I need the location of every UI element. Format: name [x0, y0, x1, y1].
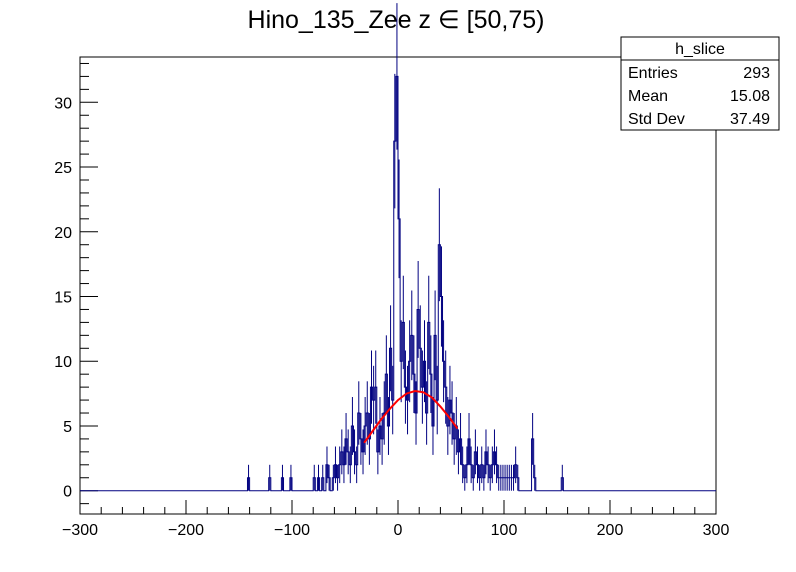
y-tick-label: 0: [63, 484, 72, 501]
y-tick-label: 15: [54, 290, 72, 307]
stats-stddev-label: Std Dev: [628, 111, 685, 128]
histogram-outline: [80, 75, 716, 492]
y-tick-label: 20: [54, 225, 72, 242]
axes: −300 −200 −100 0 100 200 300 0 5 10 15 20 25 30: [54, 62, 730, 539]
x-tick-label: −100: [274, 522, 310, 539]
stats-box-frame: [620, 36, 780, 131]
x-tick-label: 200: [597, 522, 624, 539]
stats-box-title: h_slice: [675, 41, 725, 58]
fit-series: [363, 389, 459, 444]
stats-box: h_slice Entries 293 Mean 15.08 Std Dev 3…: [620, 36, 780, 131]
x-tick-label: −200: [168, 522, 204, 539]
x-tick-label: 300: [703, 522, 730, 539]
y-tick-label: 10: [54, 354, 72, 371]
stats-entries-value: 293: [743, 65, 770, 82]
y-tick-label: 30: [54, 95, 72, 112]
y-tick-label: 25: [54, 160, 72, 177]
y-tick-label: 5: [63, 419, 72, 436]
chart-title: Hino_135_Zee z ∈ [50,75): [248, 6, 545, 34]
stats-entries-label: Entries: [628, 65, 678, 82]
stats-mean-label: Mean: [628, 88, 668, 105]
x-tick-label: 0: [394, 522, 403, 539]
x-tick-label: 100: [491, 522, 518, 539]
histogram-series: [80, 3, 716, 492]
stats-mean-value: 15.08: [730, 88, 770, 105]
x-tick-label: −300: [62, 522, 98, 539]
stats-stddev-value: 37.49: [730, 111, 770, 128]
fit-curve: [363, 389, 459, 444]
